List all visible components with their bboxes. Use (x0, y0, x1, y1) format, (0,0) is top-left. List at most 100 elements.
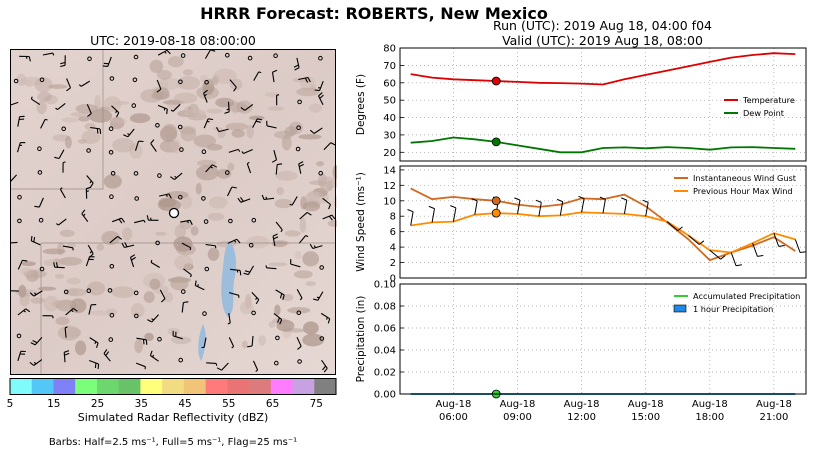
x-tick-label: 06:00 (439, 412, 468, 423)
wind-barb (247, 55, 253, 61)
panel-frame (399, 47, 807, 162)
wind-barb (157, 104, 168, 115)
wind-barb (203, 219, 209, 224)
colorbar-tick-label: 45 (178, 398, 191, 410)
legend-label: Dew Point (743, 108, 785, 118)
wind-barb (29, 359, 43, 366)
figure-title: HRRR Forecast: ROBERTS, New Mexico (200, 4, 548, 23)
colorbar-cell (75, 378, 98, 395)
wind-barb (131, 103, 137, 108)
wind-barb (296, 336, 302, 350)
wind-barb (252, 360, 259, 373)
wind-barb (109, 235, 123, 244)
wind-barb (134, 219, 146, 224)
current-time-marker (491, 196, 501, 206)
wind-barb (159, 289, 166, 303)
colorbar-cell (205, 378, 228, 395)
series-line-dew-point (410, 136, 796, 154)
wind-barb (86, 148, 91, 153)
run-time: Run (UTC): 2019 Aug 18, 04:00 f04 (493, 18, 712, 33)
wind-barb (227, 238, 241, 244)
wind-barb (86, 288, 92, 293)
wind-barb (227, 186, 237, 197)
wind-barb (109, 76, 115, 81)
wind-barb (40, 118, 48, 129)
y-tick-label: 10 (383, 196, 396, 207)
colorbar-tick-label: 5 (7, 398, 14, 410)
wind-barb (204, 266, 210, 272)
wind-barb (134, 196, 139, 201)
x-tick-label: 09:00 (503, 412, 532, 423)
wind-barb (16, 333, 22, 339)
wind-barb (201, 149, 207, 154)
x-tick-label: Aug-18 (500, 399, 536, 410)
wind-barb (230, 268, 242, 276)
y-tick-label: 14 (383, 165, 396, 176)
legend-label: Instantaneous Wind Gust (693, 173, 797, 183)
wind-barb (60, 55, 66, 68)
wind-barb (103, 349, 111, 362)
wind-barb (206, 362, 218, 366)
wind-barb (323, 142, 336, 151)
wind-barb (273, 312, 283, 325)
series-line-previous-hour-max-wind (410, 211, 796, 254)
panel-wind: 0 2 4 6 8 10 12 14 Wind Speed (ms⁻¹) Instantaneou… (355, 165, 807, 285)
x-tick-label: 12:00 (567, 412, 596, 423)
wind-barb (81, 209, 89, 223)
wind-barb (203, 118, 214, 129)
wind-barb (224, 101, 230, 114)
wind-barb (181, 242, 192, 251)
wind-barb (55, 102, 66, 111)
wind-barb (39, 266, 45, 272)
colorbar-cell (249, 378, 272, 395)
y-tick-label: 0 (390, 274, 396, 285)
wind-barb (63, 289, 69, 295)
wind-barb (112, 217, 125, 224)
x-tick-label: 15:00 (631, 412, 660, 423)
wind-barb (16, 142, 26, 153)
wind-barb (156, 79, 162, 93)
map-frame (10, 49, 336, 375)
wind-barb (135, 362, 146, 370)
colorbar-cell (183, 378, 206, 395)
wind-barb (17, 308, 31, 316)
legend-label: 1 hour Precipitation (693, 304, 773, 314)
wind-barb (146, 215, 159, 221)
wind-barb (62, 161, 66, 173)
wind-barb (243, 265, 254, 276)
wind-barb (246, 161, 252, 174)
wind-barb (228, 218, 233, 224)
colorbar-tick-label: 25 (91, 398, 104, 410)
wind-barb (85, 256, 95, 267)
wind-barb (319, 336, 325, 341)
wind-barb (155, 123, 160, 128)
wind-barb (290, 259, 301, 268)
wind-barb (121, 242, 135, 249)
wind-barb (88, 304, 97, 315)
wind-barb (42, 52, 55, 56)
legend-swatch (673, 304, 687, 313)
y-tick-label: 60 (383, 78, 396, 89)
wind-barb (149, 350, 159, 362)
wind-barb (202, 89, 208, 103)
y-axis-label: Precipitation (in) (355, 296, 367, 383)
wind-barb (318, 55, 323, 61)
colorbar-cell (314, 378, 337, 395)
colorbar-cell (10, 378, 33, 395)
wind-barb (180, 219, 193, 226)
wind-barb (201, 196, 206, 201)
wind-barb (237, 196, 251, 203)
map-title: UTC: 2019-08-18 08:00:00 (90, 33, 256, 48)
state-borders (10, 49, 336, 375)
wind-barb (201, 337, 207, 349)
wind-barb (78, 80, 90, 87)
wind-barb (179, 147, 184, 152)
wind-barb (62, 245, 74, 251)
colorbar-cell (96, 378, 119, 395)
wind-barb (17, 218, 22, 224)
wind-barb (295, 146, 301, 152)
wind-barb (54, 149, 65, 160)
wind-barbs (10, 49, 336, 373)
wind-barb (110, 171, 116, 176)
wind-barb (133, 171, 139, 176)
